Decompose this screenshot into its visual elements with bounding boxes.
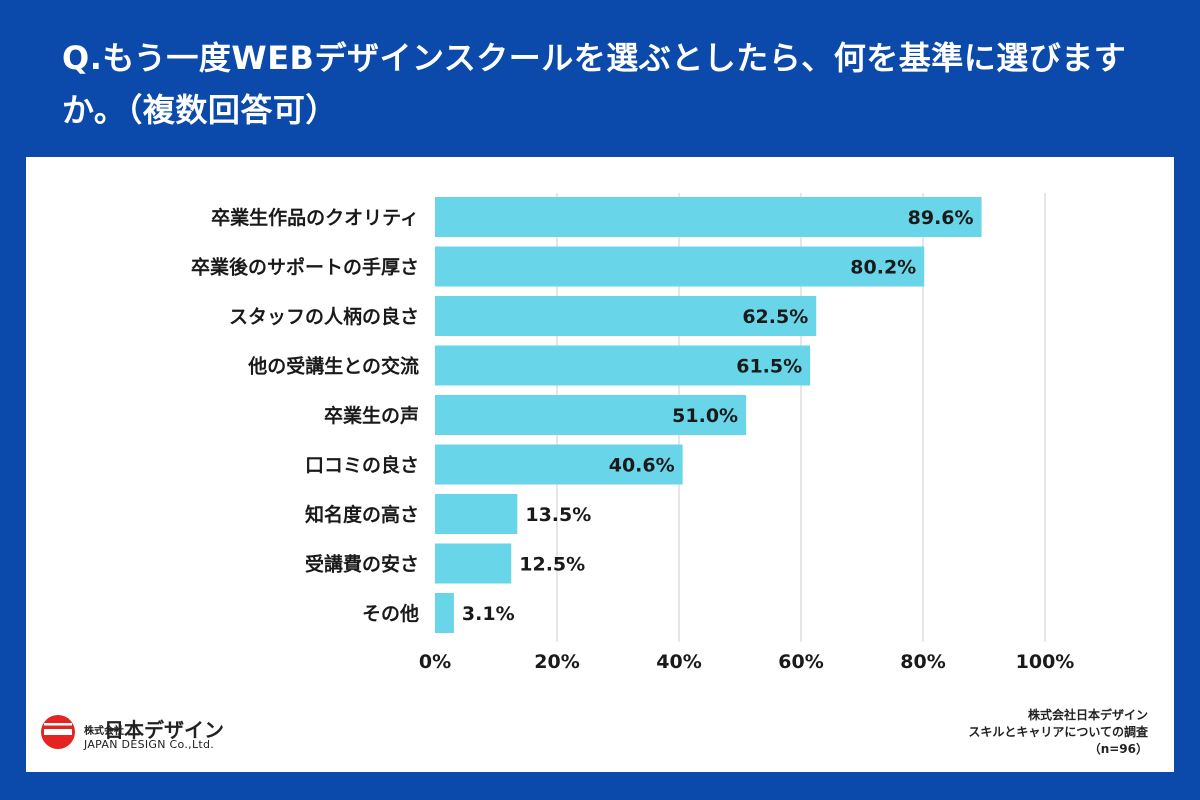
bar: [435, 543, 512, 584]
bar-chart: 卒業生作品のクオリティ 89.6% 卒業後のサポートの手厚さ 80.2% スタッフの人柄…: [191, 193, 1075, 673]
value-label: 80.2%: [850, 257, 916, 279]
x-tick-label: 100%: [1016, 651, 1075, 673]
source-note: 株式会社日本デザイン スキルとキャリアについての調査 （n=96）: [968, 707, 1148, 758]
source-line-3: （n=96）: [1088, 742, 1148, 756]
logo-company-name-jp: 株式会社日本デザイン: [84, 718, 224, 742]
category-label: 卒業後のサポートの手厚さ: [191, 256, 419, 279]
company-logo: 株式会社日本デザイン JAPAN DESIGN Co.,Ltd.: [40, 712, 230, 756]
value-label: 62.5%: [742, 306, 808, 328]
value-label: 12.5%: [519, 554, 585, 576]
bar: [435, 345, 811, 386]
category-label: 他の受講生との交流: [247, 355, 419, 378]
value-label: 51.0%: [672, 405, 738, 427]
chart-panel: 卒業生作品のクオリティ 89.6% 卒業後のサポートの手厚さ 80.2% スタッフの人柄…: [26, 157, 1174, 772]
bar: [435, 296, 817, 336]
value-label: 40.6%: [609, 455, 675, 477]
value-label: 3.1%: [462, 603, 515, 625]
x-tick-label: 80%: [900, 651, 945, 673]
bar: [435, 246, 925, 287]
bar: [435, 395, 747, 435]
x-tick-label: 0%: [419, 651, 451, 673]
value-label: 13.5%: [525, 504, 591, 526]
bar: [435, 593, 454, 633]
category-label: 知名度の高さ: [305, 503, 419, 526]
category-label: 卒業生の声: [324, 404, 419, 427]
x-tick-label: 20%: [534, 651, 579, 673]
category-label: スタッフの人柄の良さ: [229, 305, 419, 328]
bar: [435, 197, 982, 237]
value-label: 89.6%: [908, 207, 974, 229]
bar: [435, 494, 518, 534]
source-line-1: 株式会社日本デザイン: [1027, 708, 1148, 722]
category-label: 口コミの良さ: [305, 454, 419, 477]
category-label: 卒業生作品のクオリティ: [211, 206, 419, 229]
source-line-2: スキルとキャリアについての調査: [968, 725, 1148, 739]
x-tick-label: 60%: [778, 651, 823, 673]
japan-design-logo-icon: [41, 715, 75, 749]
category-label: 受講費の安さ: [305, 553, 419, 576]
logo-company-name-en: JAPAN DESIGN Co.,Ltd.: [84, 738, 215, 751]
category-label: その他: [362, 602, 419, 625]
bar: [435, 444, 683, 485]
page-title: Q.もう一度WEBデザインスクールを選ぶとしたら、何を基準に選びますか。（複数回…: [62, 39, 1127, 129]
x-tick-label: 40%: [656, 651, 701, 673]
value-label: 61.5%: [736, 356, 802, 378]
